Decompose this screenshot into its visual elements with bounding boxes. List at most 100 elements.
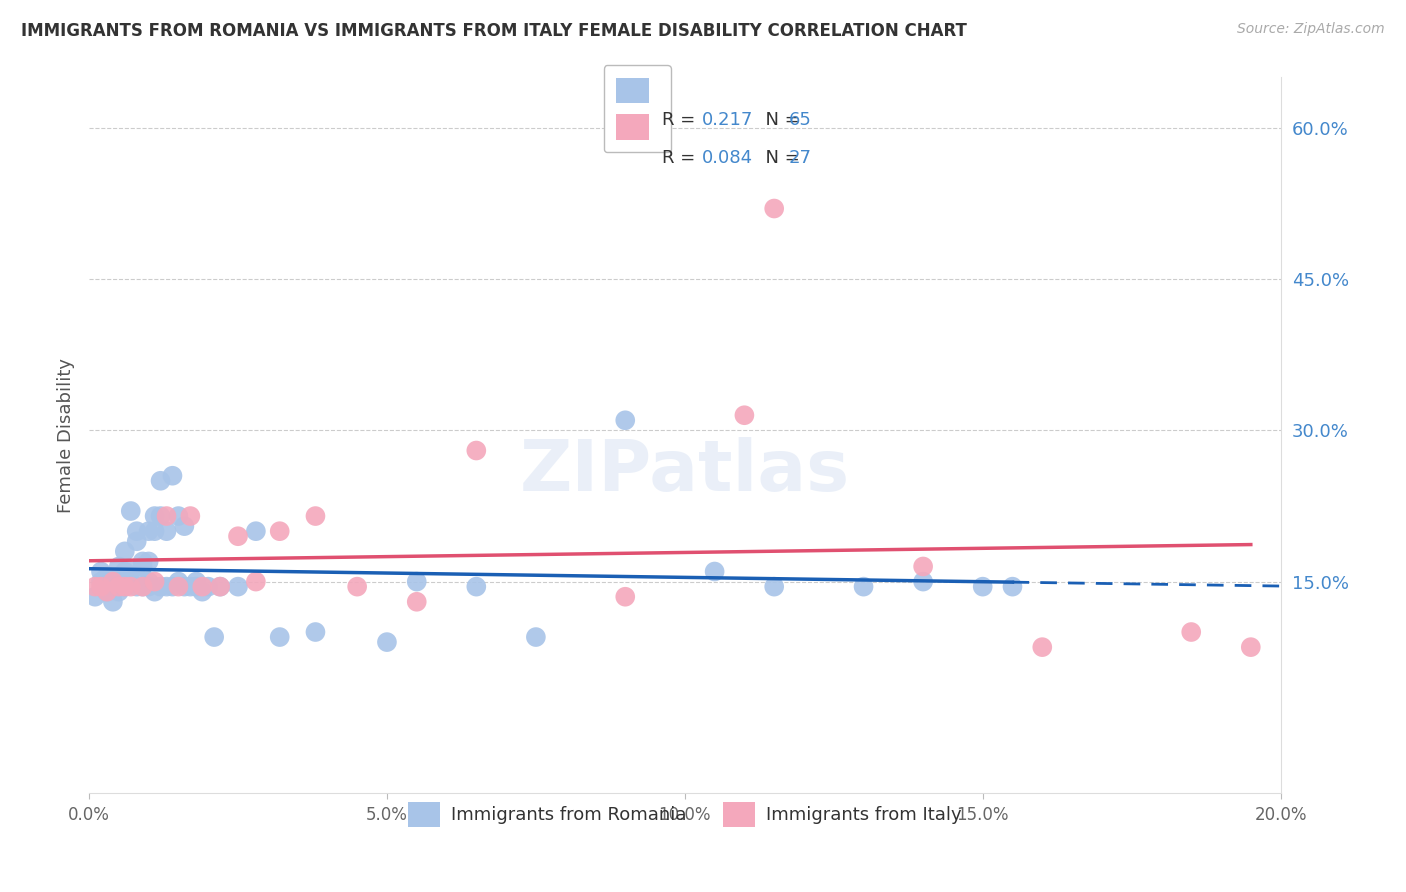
Point xyxy=(131,580,153,594)
Point xyxy=(108,559,131,574)
Point xyxy=(125,524,148,538)
Point xyxy=(120,574,142,589)
Point xyxy=(912,559,935,574)
Point xyxy=(1031,640,1053,654)
Point xyxy=(209,580,232,594)
Point xyxy=(912,574,935,589)
Point xyxy=(143,524,166,538)
Point xyxy=(155,509,177,524)
Point xyxy=(101,580,124,594)
Point xyxy=(138,554,160,568)
Point xyxy=(179,509,201,524)
Text: IMMIGRANTS FROM ROMANIA VS IMMIGRANTS FROM ITALY FEMALE DISABILITY CORRELATION C: IMMIGRANTS FROM ROMANIA VS IMMIGRANTS FR… xyxy=(21,22,967,40)
Point xyxy=(269,524,291,538)
Point xyxy=(191,584,214,599)
Text: N =: N = xyxy=(754,111,806,128)
Point xyxy=(90,574,112,589)
Point xyxy=(167,509,190,524)
Point xyxy=(465,443,488,458)
Text: R =: R = xyxy=(662,111,702,128)
Point xyxy=(131,580,153,594)
Point xyxy=(149,474,172,488)
Point xyxy=(101,595,124,609)
Point xyxy=(143,584,166,599)
Point xyxy=(155,524,177,538)
Point xyxy=(972,580,994,594)
Point xyxy=(101,574,124,589)
Text: 27: 27 xyxy=(789,149,811,168)
Point xyxy=(852,580,875,594)
Point xyxy=(162,468,184,483)
Y-axis label: Female Disability: Female Disability xyxy=(58,358,75,513)
Point xyxy=(125,569,148,583)
Point xyxy=(114,565,136,579)
Text: R =: R = xyxy=(662,149,702,168)
Point xyxy=(167,574,190,589)
Point xyxy=(96,584,118,599)
Point xyxy=(131,554,153,568)
Point xyxy=(138,574,160,589)
Point xyxy=(108,580,131,594)
Point xyxy=(173,519,195,533)
Point xyxy=(226,529,249,543)
Point xyxy=(1001,580,1024,594)
Point xyxy=(138,580,160,594)
Text: Source: ZipAtlas.com: Source: ZipAtlas.com xyxy=(1237,22,1385,37)
Point xyxy=(114,580,136,594)
Point xyxy=(524,630,547,644)
Point xyxy=(162,580,184,594)
Point xyxy=(143,509,166,524)
Point xyxy=(763,580,786,594)
Text: 65: 65 xyxy=(789,111,811,128)
Point xyxy=(143,574,166,589)
Point xyxy=(84,580,107,594)
Point xyxy=(405,595,427,609)
Point xyxy=(245,574,267,589)
Point xyxy=(125,580,148,594)
Point xyxy=(197,580,219,594)
Point xyxy=(186,574,208,589)
Point xyxy=(1180,625,1202,640)
Point xyxy=(125,534,148,549)
Point xyxy=(131,559,153,574)
Point xyxy=(226,580,249,594)
Point xyxy=(186,580,208,594)
Point xyxy=(120,565,142,579)
Point xyxy=(733,409,755,423)
Point xyxy=(96,569,118,583)
Point xyxy=(763,202,786,216)
Point xyxy=(405,574,427,589)
Legend: Immigrants from Romania, Immigrants from Italy: Immigrants from Romania, Immigrants from… xyxy=(401,795,969,834)
Point xyxy=(209,580,232,594)
Point xyxy=(614,413,637,427)
Point xyxy=(304,625,326,640)
Point xyxy=(120,504,142,518)
Point xyxy=(114,580,136,594)
Point xyxy=(96,584,118,599)
Point xyxy=(108,569,131,583)
Text: ZIPatlas: ZIPatlas xyxy=(520,437,849,506)
Point xyxy=(191,580,214,594)
Text: 0.084: 0.084 xyxy=(702,149,752,168)
Point xyxy=(155,580,177,594)
Point xyxy=(108,580,131,594)
Point xyxy=(149,580,172,594)
Point xyxy=(465,580,488,594)
Point xyxy=(108,584,131,599)
Point xyxy=(304,509,326,524)
Point xyxy=(114,544,136,558)
Point xyxy=(614,590,637,604)
Point xyxy=(101,574,124,589)
Point xyxy=(346,580,368,594)
Point xyxy=(149,509,172,524)
Point xyxy=(269,630,291,644)
Point xyxy=(179,580,201,594)
Point xyxy=(173,580,195,594)
Point xyxy=(120,580,142,594)
Point xyxy=(703,565,725,579)
Point xyxy=(245,524,267,538)
Point xyxy=(90,565,112,579)
Text: N =: N = xyxy=(754,149,806,168)
Point xyxy=(202,630,225,644)
Point xyxy=(167,580,190,594)
